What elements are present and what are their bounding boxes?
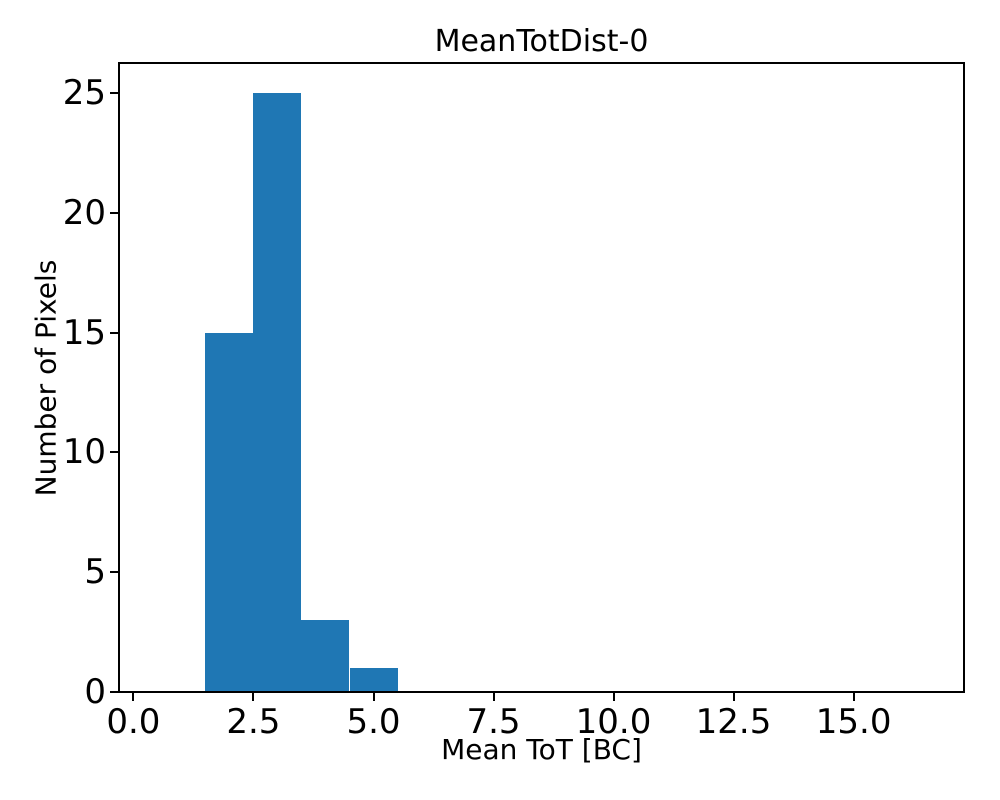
y-tick-mark: [110, 92, 118, 94]
x-tick-mark: [852, 693, 855, 701]
histogram-bar: [349, 668, 398, 692]
y-tick-mark: [110, 331, 118, 334]
y-tick-label: 0: [84, 672, 106, 712]
x-tick-mark: [732, 693, 735, 701]
y-tick-mark: [110, 691, 118, 693]
x-tick-mark: [132, 693, 135, 701]
x-tick-label: 7.5: [466, 702, 521, 742]
x-tick-label: 0.0: [106, 702, 161, 742]
x-tick-mark: [492, 693, 495, 701]
y-tick-label: 15: [62, 312, 106, 353]
y-axis-label: Number of Pixels: [29, 259, 62, 496]
x-tick-label: 10.0: [575, 702, 652, 742]
x-tick-mark: [612, 693, 615, 701]
x-tick-label: 15.0: [815, 702, 892, 742]
y-tick-mark: [110, 451, 118, 454]
y-axis-label-strip: Number of Pixels: [26, 63, 66, 692]
histogram-bar: [253, 93, 302, 692]
y-tick-label: 5: [84, 552, 106, 593]
x-tick-label: 5.0: [346, 702, 401, 742]
y-tick-label: 25: [62, 73, 106, 113]
x-tick-mark: [372, 693, 375, 701]
y-tick-mark: [110, 211, 118, 214]
x-tick-label: 2.5: [226, 702, 281, 742]
histogram-bar: [301, 620, 350, 692]
y-tick-label: 20: [62, 192, 106, 233]
x-tick-label: 12.5: [695, 702, 772, 742]
chart-title: MeanTotDist-0: [434, 24, 649, 59]
y-tick-label: 10: [62, 432, 106, 473]
histogram-bar: [205, 332, 254, 692]
x-tick-mark: [252, 693, 255, 701]
x-axis-label: Mean ToT [BC]: [441, 733, 642, 766]
y-tick-mark: [110, 571, 118, 574]
